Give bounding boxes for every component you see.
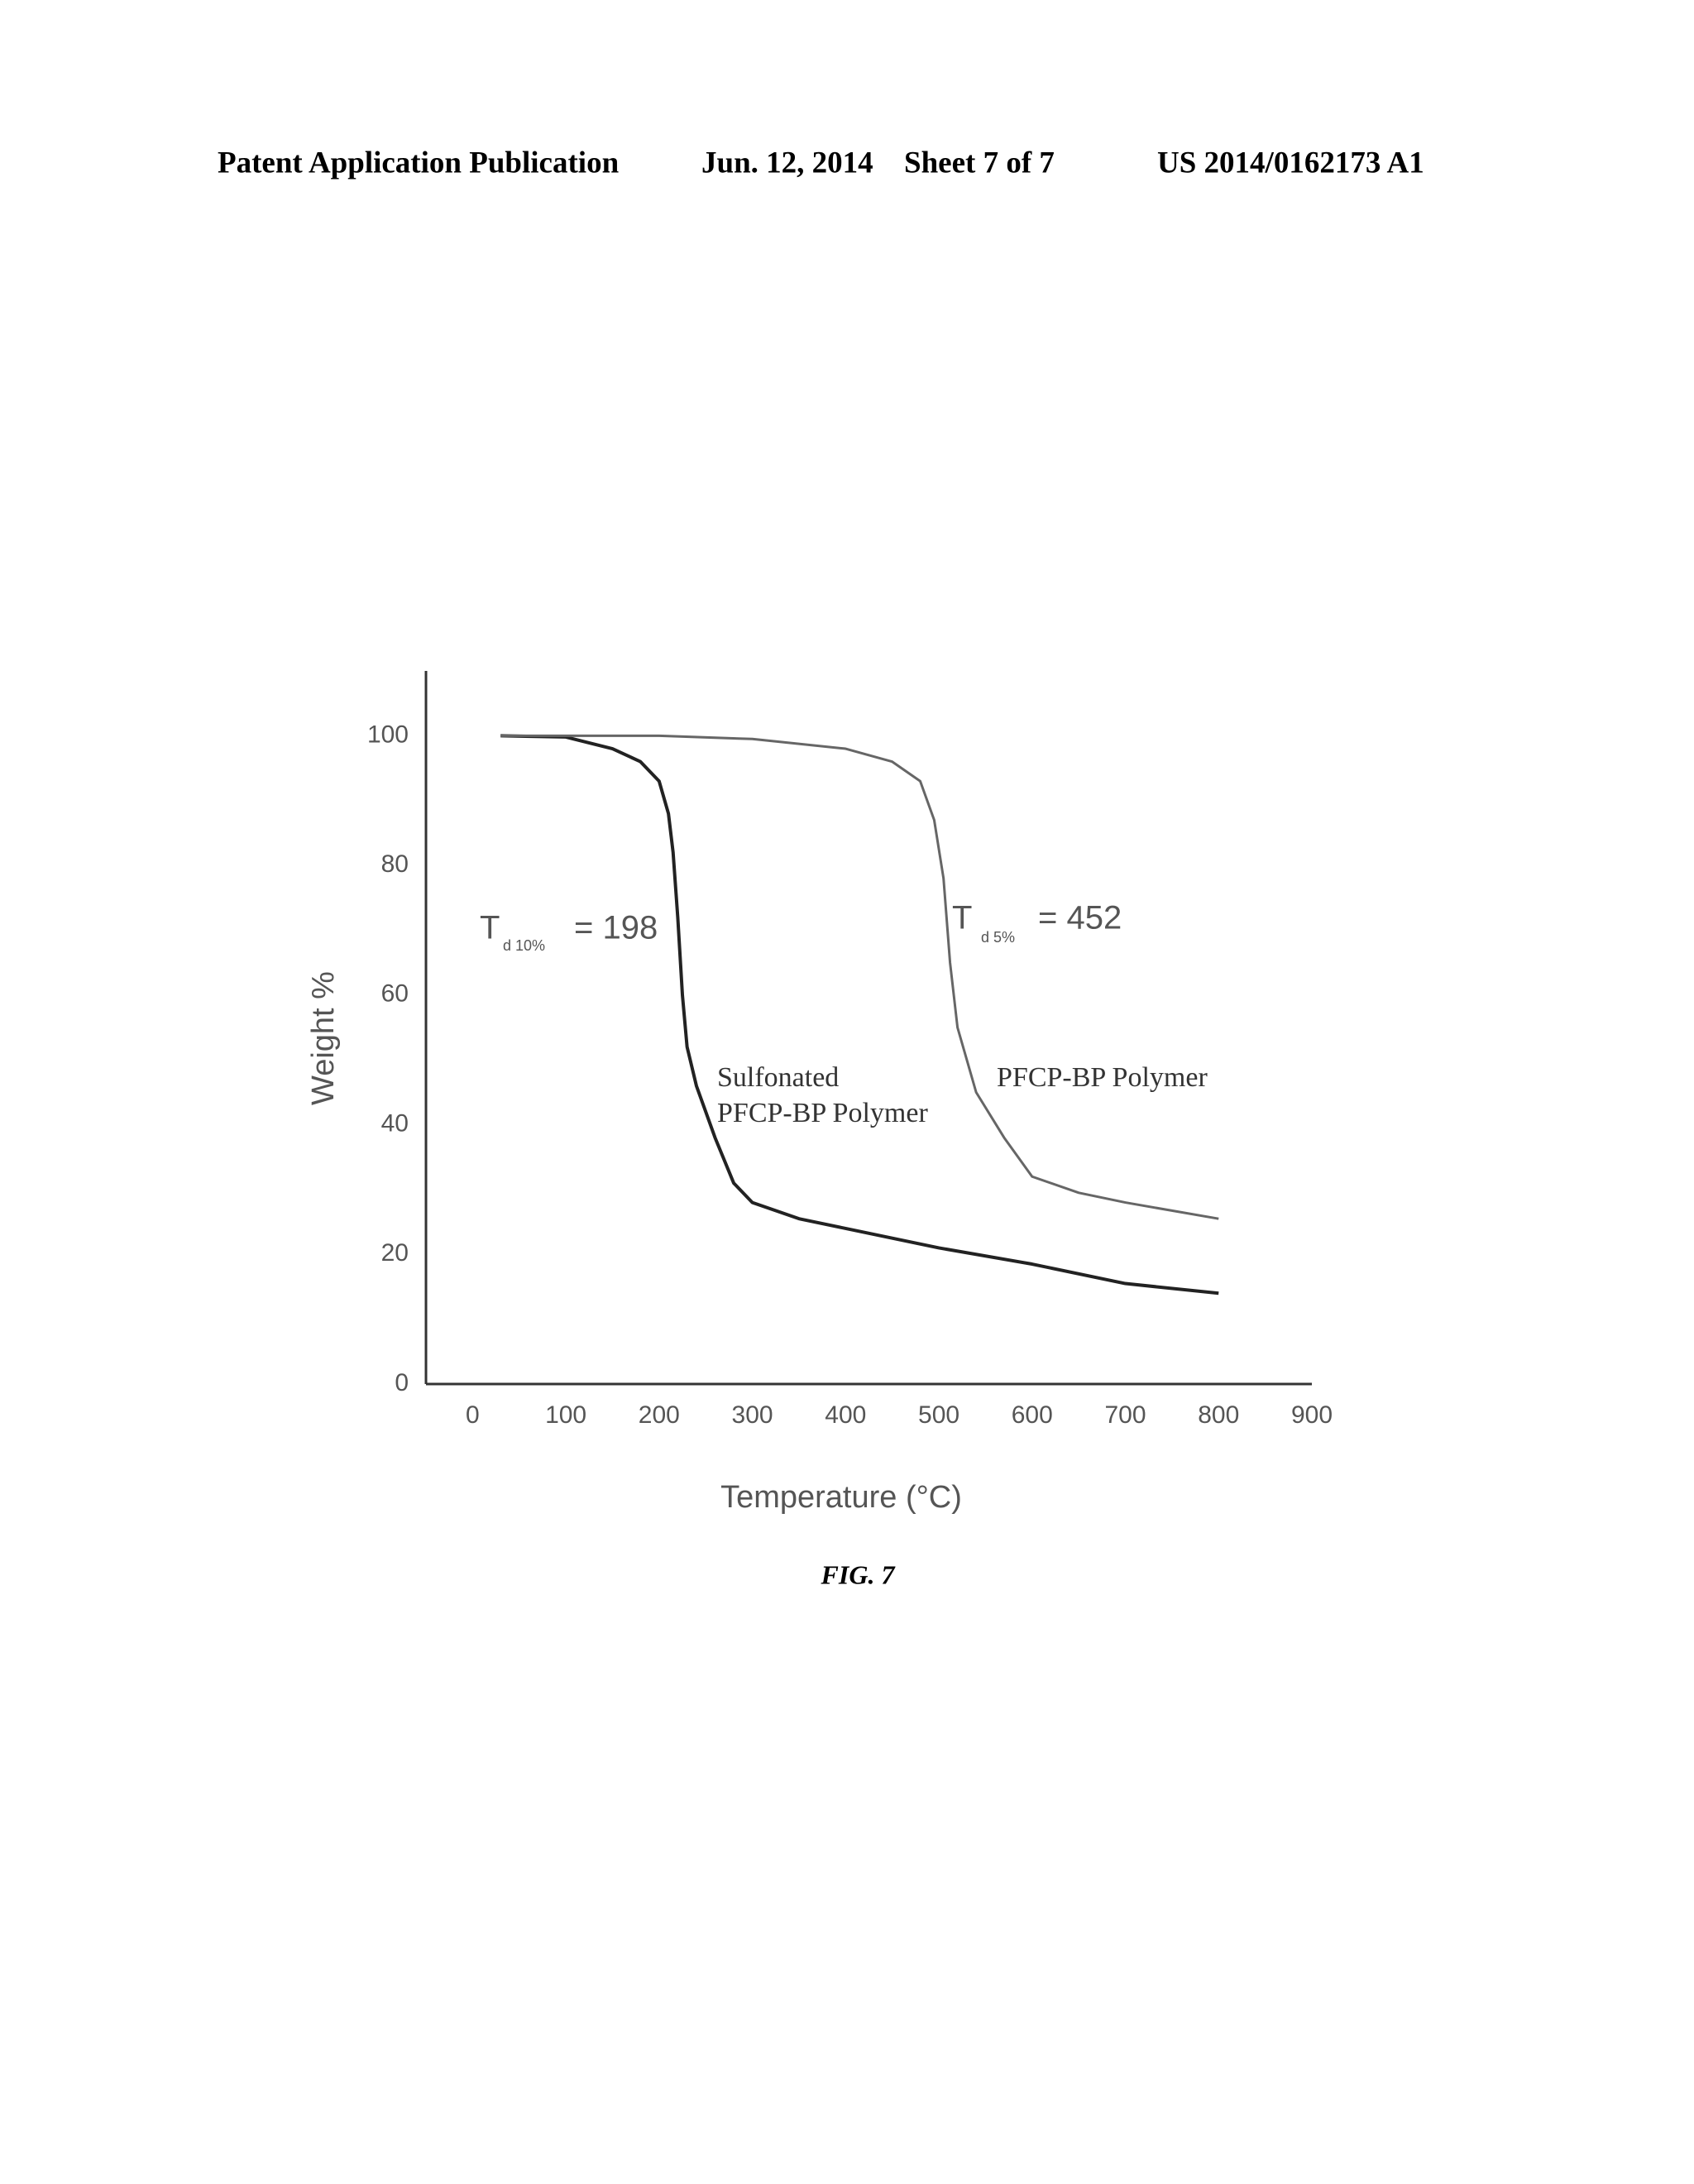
header-number: US 2014/0162173 A1 — [1157, 146, 1424, 180]
y-tick-label: 80 — [381, 850, 409, 878]
annotation-text: = 452 — [1038, 900, 1122, 936]
x-axis-label: Temperature (°C) — [720, 1480, 962, 1515]
y-tick-label: 20 — [381, 1239, 409, 1267]
data-line — [500, 734, 1219, 1220]
header-title: Patent Application Publication — [218, 146, 620, 180]
y-tick-label: 60 — [381, 980, 409, 1008]
annotation-symbol: T — [480, 910, 500, 946]
x-tick-label: 300 — [732, 1401, 773, 1429]
data-line — [500, 734, 1219, 1296]
x-tick-label: 900 — [1291, 1401, 1333, 1429]
y-tick-label: 100 — [367, 721, 409, 748]
curve-label: PFCP-BP Polymer — [997, 1062, 1208, 1093]
y-tick-label: 0 — [395, 1369, 409, 1396]
curve-label: Sulfonated — [717, 1062, 839, 1093]
x-tick-label: 200 — [639, 1401, 680, 1429]
annotation-subscript: d 5% — [981, 929, 1015, 946]
header-sheet: Sheet 7 of 7 — [904, 146, 1055, 180]
x-tick-label: 700 — [1104, 1401, 1146, 1429]
x-tick-label: 600 — [1012, 1401, 1053, 1429]
y-tick-label: 40 — [381, 1109, 409, 1137]
header-date: Jun. 12, 2014 — [701, 146, 873, 180]
x-tick-label: 100 — [545, 1401, 586, 1429]
y-axis-label: Weight % — [306, 971, 341, 1105]
x-tick-label: 0 — [466, 1401, 480, 1429]
curve-label: PFCP-BP Polymer — [717, 1098, 928, 1128]
annotation-symbol: T — [952, 900, 972, 936]
x-tick-label: 400 — [825, 1401, 866, 1429]
annotation-text: = 198 — [574, 910, 658, 946]
figure-caption: FIG. 7 — [821, 1559, 897, 1589]
annotation-subscript: d 10% — [503, 937, 545, 954]
x-tick-label: 800 — [1198, 1401, 1239, 1429]
x-tick-label: 500 — [918, 1401, 959, 1429]
